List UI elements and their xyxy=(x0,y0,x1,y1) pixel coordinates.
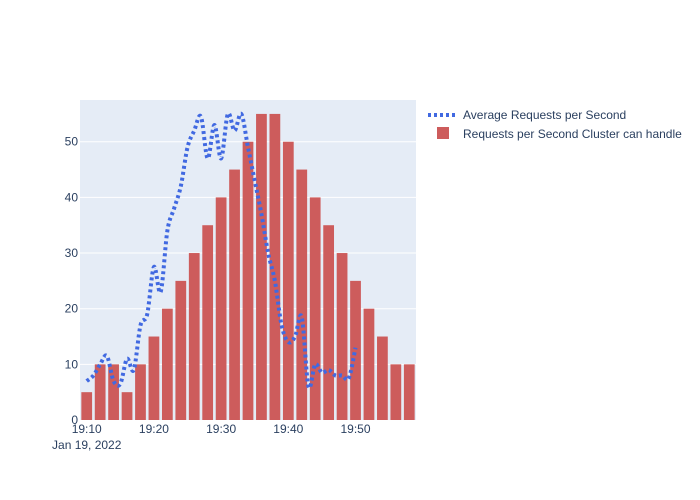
line-series xyxy=(85,111,358,391)
bar[interactable] xyxy=(81,392,93,420)
bar[interactable] xyxy=(188,253,200,420)
legend-item-cluster-capacity[interactable]: Requests per Second Cluster can handle xyxy=(437,127,682,141)
bar[interactable] xyxy=(256,113,267,421)
bar-series xyxy=(81,113,415,421)
x-tick-label: 19:40 xyxy=(273,422,303,436)
x-tick-label: 19:30 xyxy=(206,422,236,436)
bar[interactable] xyxy=(215,197,227,420)
bar[interactable] xyxy=(121,392,133,420)
y-tick-label: 10 xyxy=(65,357,79,371)
legend[interactable]: Average Requests per Second Requests per… xyxy=(428,108,682,141)
line-series-path[interactable] xyxy=(85,111,358,391)
y-axis: 0 10 20 30 40 50 xyxy=(65,135,79,427)
bar[interactable] xyxy=(390,364,402,420)
x-tick-label: 19:50 xyxy=(341,422,371,436)
bar[interactable] xyxy=(94,364,106,420)
bar[interactable] xyxy=(135,364,146,420)
bar[interactable] xyxy=(242,141,254,420)
bar[interactable] xyxy=(202,225,214,420)
bar[interactable] xyxy=(363,308,375,420)
x-tick-label: 19:20 xyxy=(139,422,169,436)
bar[interactable] xyxy=(377,336,388,420)
bar[interactable] xyxy=(323,225,335,420)
legend-label-cluster-capacity: Requests per Second Cluster can handle xyxy=(463,127,682,141)
x-tick-label: 19:10 xyxy=(72,422,102,436)
legend-item-average-requests[interactable]: Average Requests per Second xyxy=(428,108,626,122)
bar[interactable] xyxy=(296,169,308,420)
bar[interactable] xyxy=(229,169,240,420)
bar[interactable] xyxy=(336,253,348,420)
y-tick-label: 50 xyxy=(65,135,79,149)
bar[interactable] xyxy=(108,364,119,420)
bar[interactable] xyxy=(350,280,361,420)
bar[interactable] xyxy=(269,113,281,421)
x-axis: Jan 19, 2022 19:10 19:20 19:30 19:40 19:50 xyxy=(52,422,371,452)
y-tick-label: 30 xyxy=(65,246,79,260)
bar[interactable] xyxy=(309,197,321,420)
bar[interactable] xyxy=(161,308,173,420)
y-tick-label: 40 xyxy=(65,190,79,204)
bar[interactable] xyxy=(175,280,187,420)
legend-bar-swatch xyxy=(437,127,449,139)
bar[interactable] xyxy=(403,364,415,420)
y-tick-label: 0 xyxy=(71,413,78,427)
y-tick-label: 20 xyxy=(65,302,79,316)
bar[interactable] xyxy=(148,336,160,420)
x-axis-date-label: Jan 19, 2022 xyxy=(52,438,122,452)
legend-label-average-requests: Average Requests per Second xyxy=(463,108,626,122)
bar[interactable] xyxy=(282,141,294,420)
